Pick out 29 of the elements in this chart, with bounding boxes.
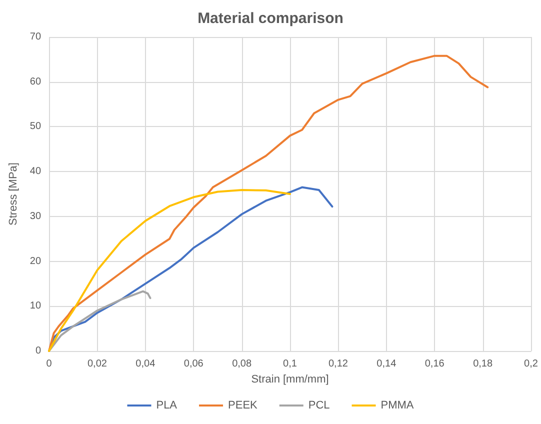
y-axis-title: Stress [MPa]: [8, 162, 20, 226]
x-tick-label: 0,08: [232, 358, 252, 370]
chart-title: Material comparison: [198, 10, 344, 27]
x-tick-label: 0,04: [136, 358, 156, 370]
x-tick-label: 0,06: [184, 358, 204, 370]
legend-label: PLA: [156, 400, 178, 412]
legend-label: PEEK: [228, 400, 258, 412]
y-tick-label: 0: [35, 346, 42, 356]
x-tick-label: 0,1: [283, 358, 298, 370]
line-series: [48, 188, 292, 352]
legend-label: PMMA: [380, 400, 414, 412]
y-tick-label: 20: [30, 256, 42, 267]
y-tick-label: 70: [30, 32, 42, 42]
x-tick-label: 0,16: [424, 358, 445, 370]
line-series: [48, 290, 152, 352]
x-tick-label: 0,14: [376, 358, 397, 370]
x-axis-title: Strain [mm/mm]: [251, 373, 329, 386]
y-tick-label: 50: [30, 121, 42, 132]
x-tick-label: 0,18: [473, 358, 493, 370]
x-tick-label: 0,2: [524, 358, 538, 370]
y-tick-label: 40: [30, 166, 42, 178]
y-tick-label: 30: [30, 210, 42, 222]
x-tick-label: 0,02: [87, 358, 108, 370]
x-tick-label: 0: [46, 358, 52, 370]
y-tick-label: 60: [30, 76, 42, 88]
legend-label: PCL: [308, 400, 330, 412]
x-tick-label: 0,12: [328, 358, 348, 370]
y-tick-label: 10: [30, 300, 42, 312]
line-series: [48, 54, 489, 352]
